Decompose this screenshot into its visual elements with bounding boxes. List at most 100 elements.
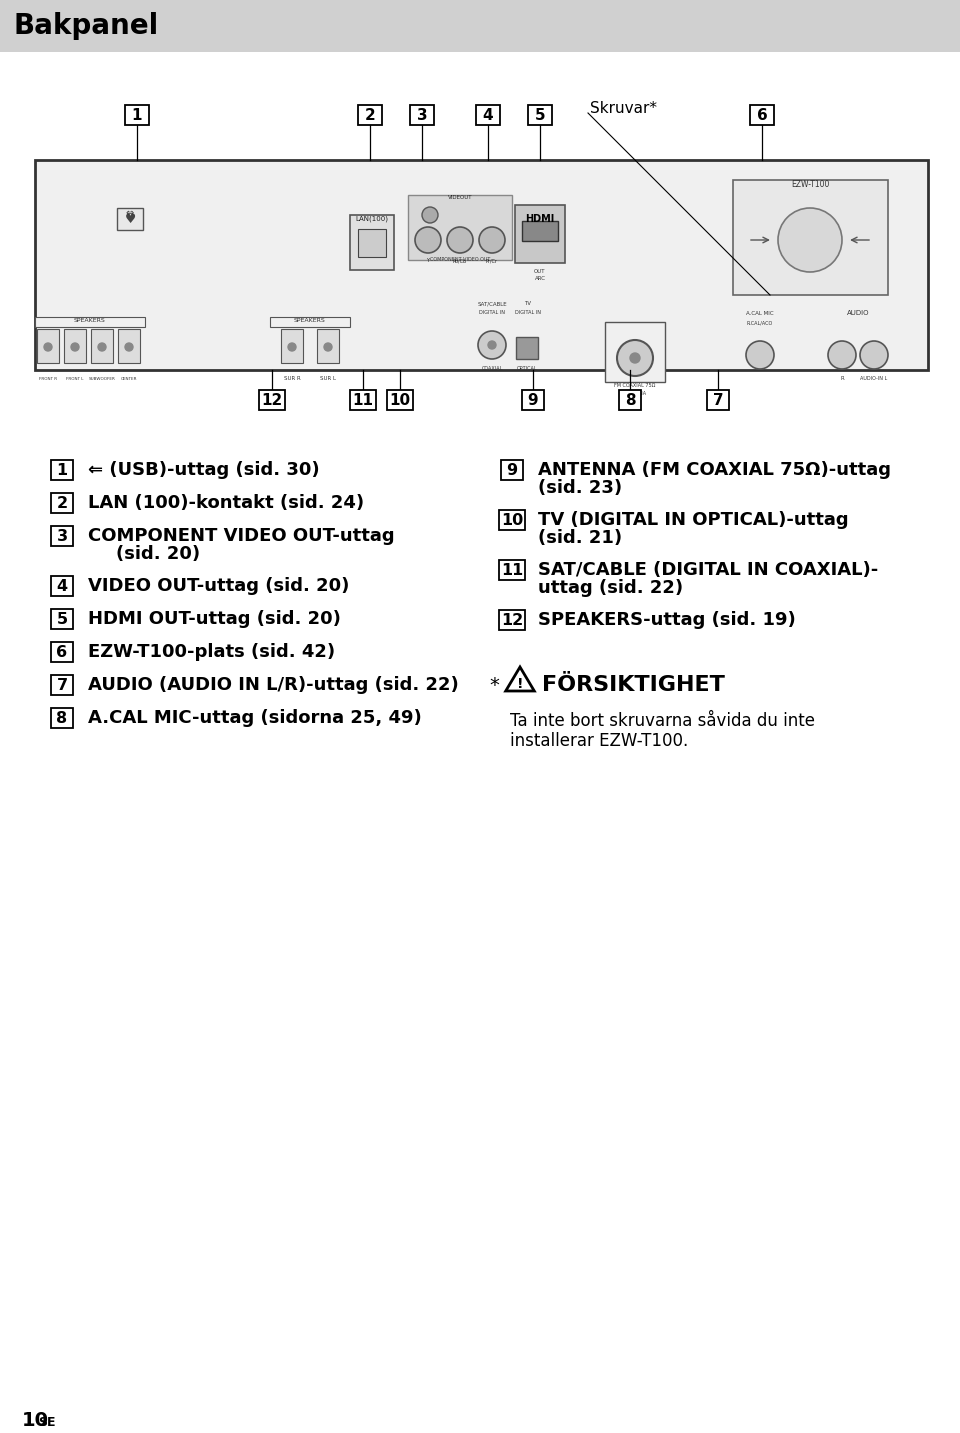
Text: 1: 1 [132, 107, 142, 122]
Circle shape [630, 353, 640, 363]
Text: SE: SE [38, 1416, 56, 1429]
Text: SUBWOOFER: SUBWOOFER [88, 377, 115, 381]
Text: (sid. 21): (sid. 21) [538, 529, 622, 547]
Bar [317, 330, 339, 363]
Circle shape [617, 340, 653, 375]
Bar [64, 330, 86, 363]
Bar [522, 390, 544, 410]
Bar [408, 195, 512, 259]
Text: 6: 6 [756, 107, 767, 122]
Bar [51, 609, 73, 629]
Bar [51, 675, 73, 695]
Bar [410, 105, 434, 125]
Bar [51, 576, 73, 596]
Bar [259, 390, 285, 410]
Bar [51, 460, 73, 480]
Circle shape [125, 342, 133, 351]
Text: LAN(100): LAN(100) [355, 215, 389, 222]
Bar [499, 610, 525, 631]
Text: 12: 12 [501, 612, 523, 628]
Text: VIDEOUT: VIDEOUT [447, 195, 472, 201]
Bar [0, 0, 960, 52]
Text: ♥: ♥ [125, 212, 135, 225]
Bar [51, 493, 73, 513]
Circle shape [488, 341, 496, 350]
Bar [51, 708, 73, 728]
Text: (sid. 23): (sid. 23) [538, 479, 622, 497]
Text: TV: TV [524, 301, 532, 307]
Text: HDMI: HDMI [525, 214, 555, 224]
Text: SPEAKERS: SPEAKERS [294, 318, 325, 322]
Text: SPEAKERS: SPEAKERS [74, 318, 106, 322]
Bar [358, 229, 386, 257]
Text: 7: 7 [57, 678, 67, 692]
Text: AUDIO (AUDIO IN L/R)-uttag (sid. 22): AUDIO (AUDIO IN L/R)-uttag (sid. 22) [88, 676, 459, 694]
Text: Pr/Cr: Pr/Cr [486, 258, 498, 264]
Bar [605, 322, 665, 383]
Bar [350, 390, 376, 410]
Text: EZW-T100: EZW-T100 [791, 181, 829, 189]
Text: Bakpanel: Bakpanel [14, 11, 159, 40]
Circle shape [778, 208, 842, 272]
Text: CENTER: CENTER [121, 377, 137, 381]
Text: ⇐ (USB)-uttag (sid. 30): ⇐ (USB)-uttag (sid. 30) [88, 461, 320, 479]
Bar [750, 105, 774, 125]
Bar [125, 105, 149, 125]
Circle shape [479, 226, 505, 254]
Text: HDMI OUT-uttag (sid. 20): HDMI OUT-uttag (sid. 20) [88, 610, 341, 628]
Text: SPEAKERS-uttag (sid. 19): SPEAKERS-uttag (sid. 19) [538, 610, 796, 629]
Text: Pb/Cb: Pb/Cb [453, 258, 468, 264]
Text: 4: 4 [57, 579, 67, 593]
Circle shape [447, 226, 473, 254]
Bar [51, 642, 73, 662]
Text: Ta inte bort skruvarna såvida du inte: Ta inte bort skruvarna såvida du inte [510, 712, 815, 729]
Text: 12: 12 [261, 393, 282, 407]
Bar [118, 330, 140, 363]
Text: COMPONENT VIDEO OUT-uttag: COMPONENT VIDEO OUT-uttag [88, 527, 395, 545]
Bar [522, 221, 558, 241]
Text: ⇔: ⇔ [126, 208, 134, 218]
Text: R.CAL/ACO: R.CAL/ACO [747, 320, 773, 325]
Text: 2: 2 [365, 107, 375, 122]
Circle shape [478, 331, 506, 360]
Text: 11: 11 [501, 563, 523, 577]
Text: OUT: OUT [535, 269, 545, 274]
Circle shape [71, 342, 79, 351]
Text: DIGITAL IN: DIGITAL IN [515, 310, 541, 315]
Text: A.CAL MIC: A.CAL MIC [746, 311, 774, 317]
Bar [117, 208, 143, 231]
Circle shape [422, 206, 438, 224]
Bar [707, 390, 729, 410]
Text: VIDEO OUT-uttag (sid. 20): VIDEO OUT-uttag (sid. 20) [88, 577, 349, 595]
Text: OPTICAL: OPTICAL [516, 365, 538, 371]
Text: FM COAXIAL 75Ω: FM COAXIAL 75Ω [614, 383, 656, 388]
Text: A.CAL MIC-uttag (sidorna 25, 49): A.CAL MIC-uttag (sidorna 25, 49) [88, 709, 421, 727]
Circle shape [415, 226, 441, 254]
Text: 1: 1 [57, 463, 67, 477]
Text: COAXIAL: COAXIAL [481, 365, 503, 371]
Text: 3: 3 [417, 107, 427, 122]
Text: TV (DIGITAL IN OPTICAL)-uttag: TV (DIGITAL IN OPTICAL)-uttag [538, 512, 849, 529]
Text: (sid. 20): (sid. 20) [116, 545, 200, 563]
Circle shape [324, 342, 332, 351]
Bar [528, 105, 552, 125]
Bar [37, 330, 59, 363]
Text: !: ! [516, 676, 523, 691]
Text: 10: 10 [22, 1410, 49, 1430]
Text: SAT/CABLE: SAT/CABLE [477, 301, 507, 307]
Text: 11: 11 [352, 393, 373, 407]
Text: AUDIO: AUDIO [847, 310, 869, 317]
Bar [387, 390, 413, 410]
Text: 9: 9 [507, 463, 517, 477]
Bar [358, 105, 382, 125]
Bar [51, 526, 73, 546]
Text: DIGITAL IN: DIGITAL IN [479, 310, 505, 315]
Text: EZW-T100-plats (sid. 42): EZW-T100-plats (sid. 42) [88, 643, 335, 661]
Text: 9: 9 [528, 393, 539, 407]
Text: SUR L: SUR L [320, 375, 336, 381]
Text: FRONT R: FRONT R [39, 377, 57, 381]
Text: 3: 3 [57, 529, 67, 543]
Text: installerar EZW-T100.: installerar EZW-T100. [510, 732, 688, 749]
Bar [499, 510, 525, 530]
Text: 5: 5 [535, 107, 545, 122]
